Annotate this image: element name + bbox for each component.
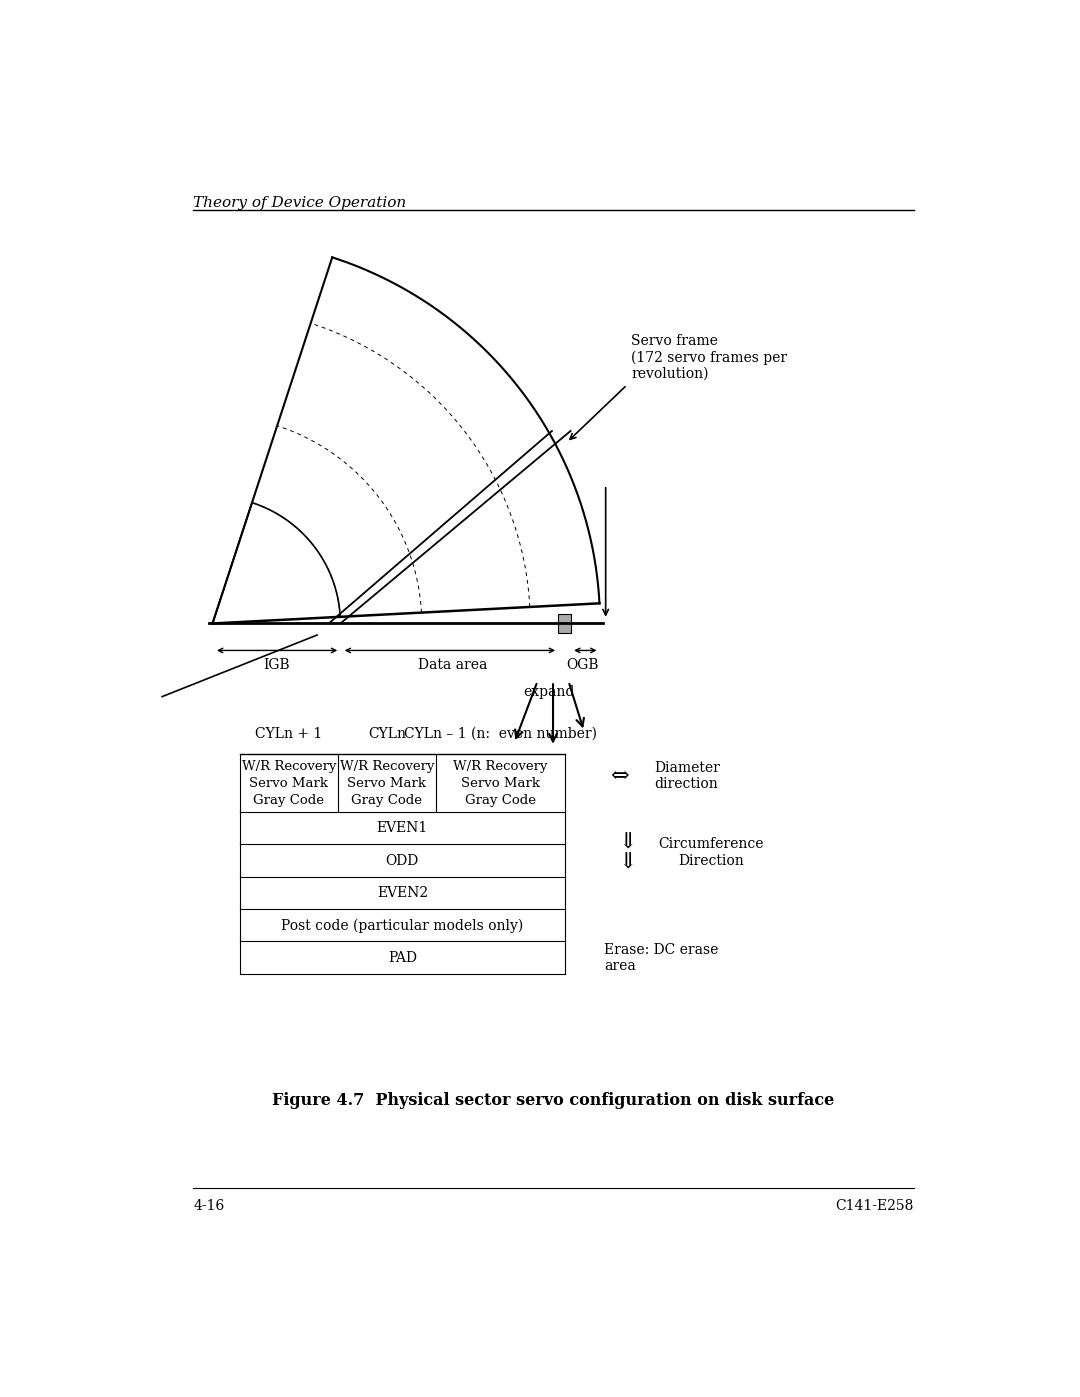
Text: W/R Recovery
Servo Mark
Gray Code: W/R Recovery Servo Mark Gray Code	[242, 760, 336, 806]
Text: ⇔: ⇔	[610, 766, 629, 787]
Text: ⇓: ⇓	[618, 851, 636, 873]
Text: Erase: DC erase
area: Erase: DC erase area	[604, 943, 718, 972]
Text: EVEN2: EVEN2	[377, 886, 428, 900]
Text: CYLn + 1: CYLn + 1	[255, 726, 323, 740]
Text: Servo frame
(172 servo frames per
revolution): Servo frame (172 servo frames per revolu…	[631, 334, 787, 381]
Text: CYLn: CYLn	[368, 726, 406, 740]
Text: Circumference
Direction: Circumference Direction	[658, 837, 764, 868]
Bar	[558, 613, 571, 633]
Text: Diameter
direction: Diameter direction	[654, 761, 720, 791]
Text: C141-E258: C141-E258	[836, 1200, 914, 1214]
Text: EVEN1: EVEN1	[377, 821, 428, 835]
Text: CYLn – 1 (n:  even number): CYLn – 1 (n: even number)	[404, 726, 597, 740]
Text: 4-16: 4-16	[193, 1200, 225, 1214]
Text: Theory of Device Operation: Theory of Device Operation	[193, 196, 406, 210]
Text: Figure 4.7  Physical sector servo configuration on disk surface: Figure 4.7 Physical sector servo configu…	[272, 1092, 835, 1109]
Text: Data area: Data area	[418, 658, 487, 672]
Text: W/R Recovery
Servo Mark
Gray Code: W/R Recovery Servo Mark Gray Code	[454, 760, 548, 806]
Text: W/R Recovery
Servo Mark
Gray Code: W/R Recovery Servo Mark Gray Code	[339, 760, 434, 806]
Text: ODD: ODD	[386, 854, 419, 868]
Text: Post code (particular models only): Post code (particular models only)	[281, 918, 524, 933]
Text: PAD: PAD	[388, 951, 417, 965]
Text: expand: expand	[524, 685, 575, 698]
Text: ⇓: ⇓	[618, 833, 636, 854]
Text: OGB: OGB	[566, 658, 598, 672]
Text: IGB: IGB	[264, 658, 289, 672]
